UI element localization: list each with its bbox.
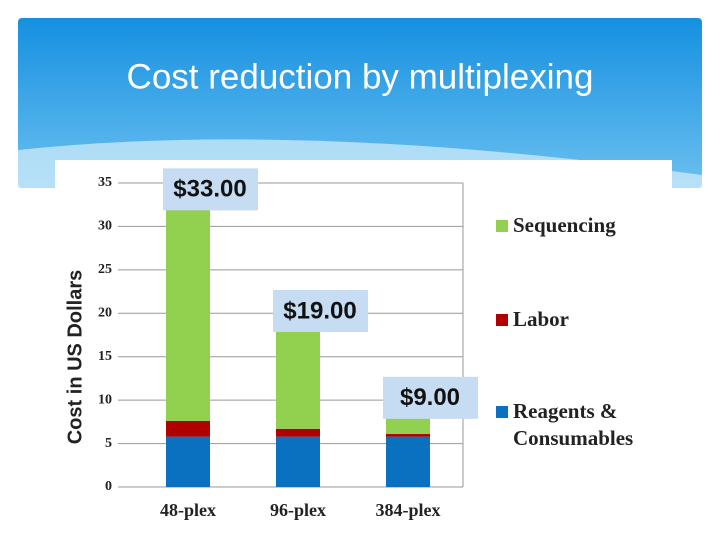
y-tick-label: 25 xyxy=(98,262,112,277)
chart-title: Cost reduction by multiplexing xyxy=(127,57,594,96)
bar-segment xyxy=(166,436,210,487)
legend-label: Labor xyxy=(513,307,570,331)
total-label: $33.00 xyxy=(173,176,246,203)
y-tick-label: 30 xyxy=(98,219,112,234)
total-label-box xyxy=(163,168,258,211)
y-tick-label: 10 xyxy=(98,392,112,407)
legend-label: Sequencing xyxy=(513,213,616,237)
y-tick-label: 35 xyxy=(98,175,112,190)
y-tick-label: 0 xyxy=(105,479,112,494)
bar-segment xyxy=(276,428,320,437)
total-label-box xyxy=(273,289,368,332)
y-tick-label: 15 xyxy=(98,349,112,364)
x-tick-label: 96-plex xyxy=(270,500,326,520)
x-tick-label: 48-plex xyxy=(160,500,216,520)
total-label: $19.00 xyxy=(283,297,356,324)
bar-segment xyxy=(166,420,210,437)
bar-segment xyxy=(166,200,210,421)
y-tick-label: 20 xyxy=(98,306,112,321)
x-tick-label: 384-plex xyxy=(376,500,441,520)
chart-area xyxy=(55,160,672,535)
y-axis-label: Cost in US Dollars xyxy=(64,270,86,444)
legend-swatch xyxy=(496,314,508,326)
bar-segment xyxy=(276,321,320,429)
legend-label: Reagents & Consumables xyxy=(513,399,634,450)
y-tick-label: 5 xyxy=(105,436,112,451)
total-label: $9.00 xyxy=(400,384,460,411)
legend-swatch xyxy=(496,406,508,418)
bar-segment xyxy=(386,436,430,487)
bar-segment xyxy=(276,436,320,487)
bar-segment xyxy=(386,434,430,437)
legend-swatch xyxy=(496,220,508,232)
total-label-box xyxy=(383,376,478,419)
